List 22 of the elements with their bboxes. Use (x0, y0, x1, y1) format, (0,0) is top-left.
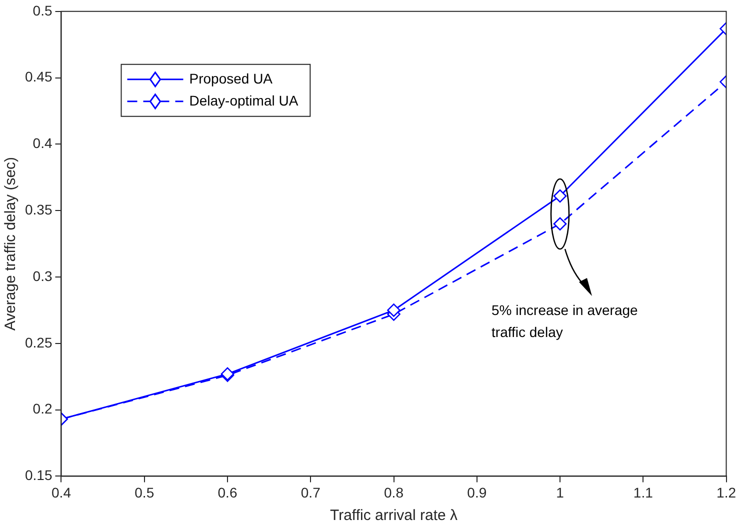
x-tick-label: 0.7 (300, 484, 321, 500)
y-tick-label: 0.3 (32, 268, 52, 284)
x-tick-label: 1.1 (633, 484, 654, 500)
x-tick-label: 1 (556, 484, 564, 500)
x-axis-title: Traffic arrival rate λ (330, 507, 458, 524)
legend-label: Delay-optimal UA (189, 92, 299, 108)
y-tick-label: 0.4 (32, 135, 52, 152)
x-tick-label: 0.4 (52, 484, 72, 500)
y-tick-label: 0.35 (25, 201, 52, 218)
x-tick-label: 0.6 (218, 484, 238, 500)
x-tick-label: 1.2 (716, 484, 736, 500)
x-tick-label: 0.8 (384, 484, 404, 500)
legend-label: Proposed UA (189, 70, 274, 86)
y-tick-label: 0.15 (25, 467, 52, 484)
y-tick-label: 0.2 (32, 400, 52, 417)
annotation: 5% increase in average traffic delay (492, 302, 638, 340)
y-axis-title: Average traffic delay (sec) (2, 156, 20, 331)
x-tick-label: 0.9 (467, 484, 487, 500)
y-tick-label: 0.5 (32, 2, 52, 18)
y-tick-label: 0.45 (25, 68, 52, 85)
x-tick-label: 0.5 (134, 484, 154, 500)
y-tick-label: 0.25 (25, 334, 52, 350)
